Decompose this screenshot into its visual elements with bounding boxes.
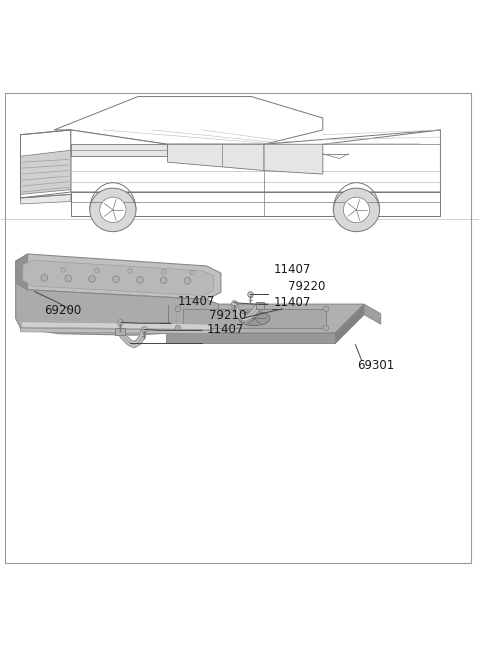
Polygon shape <box>54 96 323 144</box>
Polygon shape <box>21 150 71 194</box>
Text: 11407: 11407 <box>178 295 216 308</box>
Circle shape <box>89 276 96 282</box>
Circle shape <box>175 325 181 331</box>
Polygon shape <box>16 283 218 335</box>
Circle shape <box>175 306 181 312</box>
Polygon shape <box>364 304 381 324</box>
Circle shape <box>161 270 166 274</box>
Circle shape <box>95 268 99 273</box>
Circle shape <box>160 277 167 283</box>
Circle shape <box>41 275 48 281</box>
Polygon shape <box>21 194 71 204</box>
Text: 79210: 79210 <box>209 308 246 321</box>
Circle shape <box>190 270 195 275</box>
Polygon shape <box>256 302 264 309</box>
Polygon shape <box>23 260 214 296</box>
Circle shape <box>184 277 191 284</box>
Polygon shape <box>149 304 195 333</box>
Polygon shape <box>21 328 211 334</box>
Text: 69200: 69200 <box>44 304 82 318</box>
Circle shape <box>61 268 66 272</box>
Polygon shape <box>264 144 323 174</box>
Ellipse shape <box>343 197 370 222</box>
Circle shape <box>323 306 329 312</box>
Polygon shape <box>71 130 441 192</box>
Ellipse shape <box>100 197 126 222</box>
Polygon shape <box>21 130 71 198</box>
Polygon shape <box>71 144 168 156</box>
Polygon shape <box>336 304 364 343</box>
Polygon shape <box>16 254 28 290</box>
Text: 79220: 79220 <box>288 279 325 293</box>
Text: 69301: 69301 <box>357 359 394 372</box>
Circle shape <box>128 269 132 274</box>
Ellipse shape <box>333 188 380 232</box>
Polygon shape <box>16 254 221 299</box>
Circle shape <box>113 276 119 283</box>
Polygon shape <box>183 309 326 328</box>
Text: 11407: 11407 <box>274 297 311 309</box>
Polygon shape <box>22 322 210 329</box>
Circle shape <box>65 275 72 281</box>
Polygon shape <box>115 328 124 335</box>
Circle shape <box>136 276 143 283</box>
Circle shape <box>323 325 329 331</box>
Ellipse shape <box>239 312 270 325</box>
Ellipse shape <box>90 188 136 232</box>
Polygon shape <box>168 144 264 171</box>
Text: 11407: 11407 <box>206 323 244 336</box>
Polygon shape <box>71 192 441 216</box>
Text: 11407: 11407 <box>274 263 311 276</box>
Polygon shape <box>166 333 336 343</box>
Polygon shape <box>166 304 364 333</box>
